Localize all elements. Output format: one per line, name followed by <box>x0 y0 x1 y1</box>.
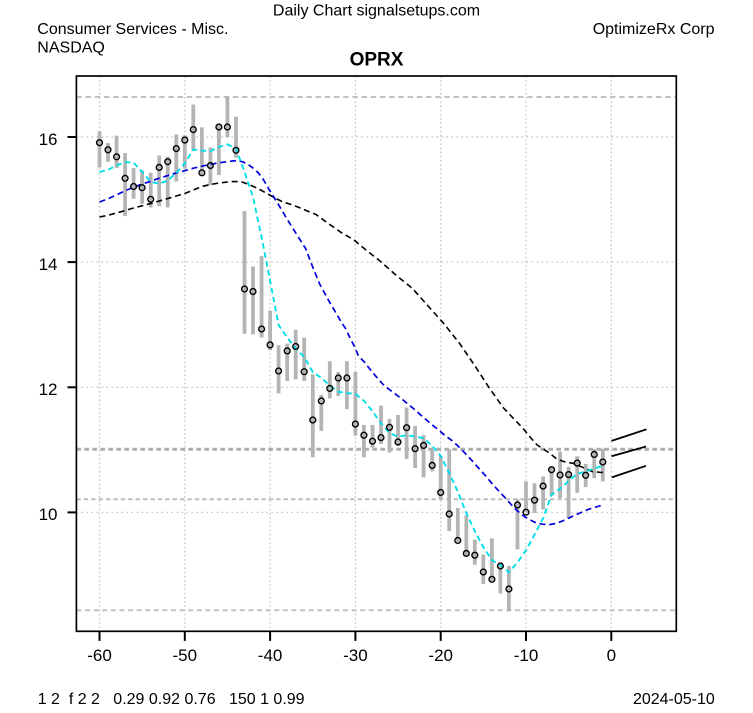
svg-text:OptimizeRx Corp: OptimizeRx Corp <box>593 21 715 38</box>
svg-text:-50: -50 <box>173 646 198 665</box>
svg-text:1 2 f 2 2 0.29 0.92 0.76: 1 2 f 2 2 0.29 0.92 0.76 150 1 0.99 <box>38 691 305 708</box>
svg-text:2024-05-10: 2024-05-10 <box>633 691 715 708</box>
svg-text:16: 16 <box>39 130 58 149</box>
svg-text:Consumer Services - Misc.: Consumer Services - Misc. <box>37 21 228 38</box>
svg-text:NASDAQ: NASDAQ <box>37 39 105 56</box>
svg-text:-40: -40 <box>258 646 283 665</box>
svg-text:OPRX: OPRX <box>350 50 404 71</box>
svg-text:-30: -30 <box>343 646 368 665</box>
svg-text:10: 10 <box>39 505 58 524</box>
svg-text:-60: -60 <box>87 646 112 665</box>
svg-text:0: 0 <box>607 646 616 665</box>
svg-text:-10: -10 <box>514 646 539 665</box>
svg-text:Daily Chart signalsetups.com: Daily Chart signalsetups.com <box>273 2 480 19</box>
svg-text:14: 14 <box>39 255 58 274</box>
svg-text:-20: -20 <box>428 646 453 665</box>
svg-text:12: 12 <box>39 380 58 399</box>
